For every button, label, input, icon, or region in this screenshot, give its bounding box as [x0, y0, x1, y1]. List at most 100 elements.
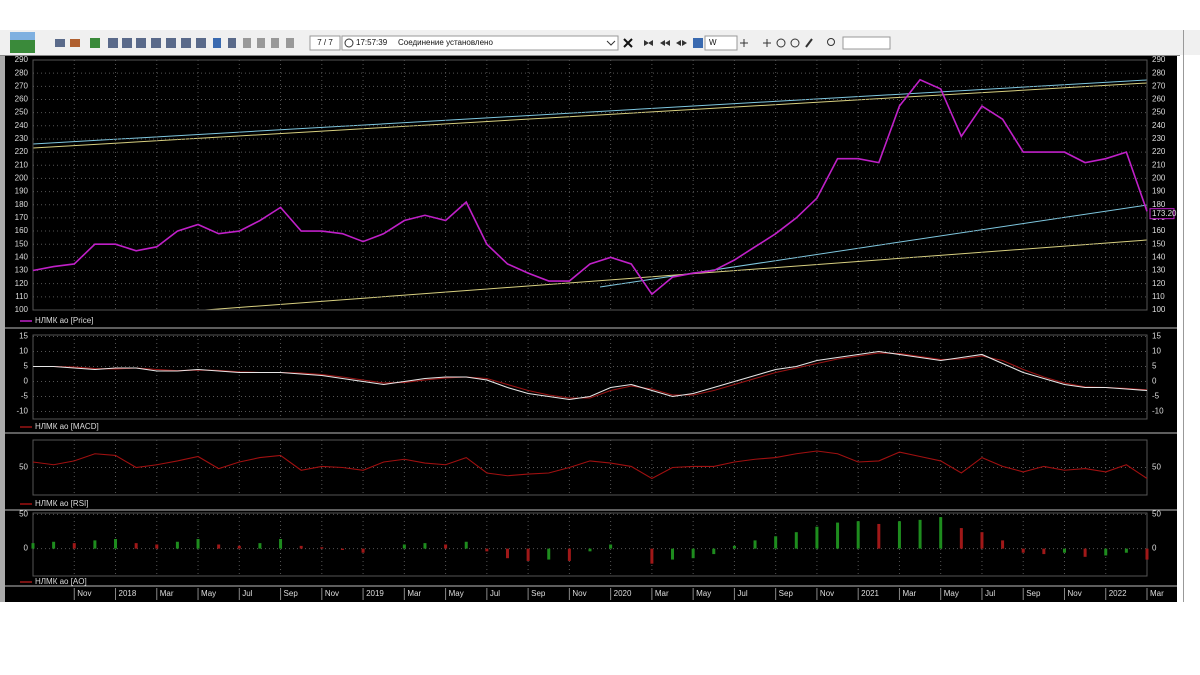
tool-icon[interactable]: [122, 38, 132, 48]
y-tick-label-left: 120: [15, 279, 29, 288]
ao-bar: [836, 522, 840, 549]
dropdown-arrow[interactable]: [606, 40, 616, 46]
ao-bar: [72, 543, 76, 549]
legend-label: НЛМК ао [AO]: [35, 577, 87, 586]
status-box[interactable]: [341, 35, 619, 51]
search-icon[interactable]: [827, 38, 835, 46]
y-tick-label-right: 280: [1152, 68, 1166, 77]
y-tick-label-right: 120: [1152, 279, 1166, 288]
y-tick-label-right: 190: [1152, 187, 1166, 196]
x-tick-label: Sep: [1026, 589, 1041, 598]
ao-bar: [959, 528, 963, 549]
tool-icon[interactable]: [271, 38, 279, 48]
right-border: [1183, 30, 1184, 602]
tool-icon[interactable]: [55, 39, 65, 47]
y-tick-label-right: 140: [1152, 252, 1166, 261]
ao-bar: [1001, 540, 1005, 549]
y-tick-label-left: 50: [19, 509, 28, 518]
y-tick-label-right: 130: [1152, 266, 1166, 275]
x-tick-label: Jul: [490, 589, 500, 598]
series-line: [33, 352, 1148, 399]
zoom-in-icon[interactable]: [776, 38, 786, 48]
ao-bar: [609, 544, 613, 549]
ao-bar: [1021, 548, 1025, 553]
ao-bar: [52, 541, 56, 549]
tool-icon[interactable]: [196, 38, 206, 48]
tool-icon[interactable]: [108, 38, 118, 48]
tool-icon[interactable]: [90, 38, 100, 48]
y-tick-label-left: 180: [15, 200, 29, 209]
ao-bar: [1062, 548, 1066, 553]
x-tick-label: Sep: [284, 589, 299, 598]
tool-icon[interactable]: [136, 38, 146, 48]
y-tick-label-right: 200: [1152, 174, 1166, 183]
y-tick-label-right: 50: [1152, 463, 1161, 472]
ao-bar: [526, 548, 530, 561]
zoom-out-icon[interactable]: [790, 38, 800, 48]
ao-bar: [175, 541, 179, 549]
series-line: [32, 450, 1148, 480]
ao-bar: [1083, 548, 1087, 557]
close-icon[interactable]: [623, 38, 633, 48]
status-time: 17:57:39: [356, 38, 388, 47]
tool-icon[interactable]: [257, 38, 265, 48]
chart-type-icon[interactable]: [693, 38, 703, 48]
panel-frame: [32, 334, 1148, 420]
y-tick-label-right: -10: [1152, 407, 1164, 416]
x-tick-label: Sep: [779, 589, 794, 598]
nav-icons[interactable]: [644, 40, 687, 46]
tool-icon[interactable]: [228, 38, 236, 48]
ao-bar: [1145, 548, 1149, 560]
last-price-label: 173.20: [1152, 209, 1177, 218]
ao-bar: [897, 521, 901, 549]
y-tick-label-right: 5: [1152, 362, 1157, 371]
tool-icon[interactable]: [181, 38, 191, 48]
status-text: Соединение установлено: [398, 38, 493, 47]
toolbar-items: 7 / 7 17:57:39 Соединение установлено W: [10, 32, 891, 53]
x-tick-label: Mar: [407, 589, 421, 598]
period-box[interactable]: [704, 35, 738, 51]
x-tick-label: 2021: [861, 589, 879, 598]
y-tick-label-left: 240: [15, 121, 29, 130]
ao-bar: [464, 541, 468, 549]
y-tick-label-left: 0: [24, 377, 29, 386]
search-field[interactable]: [842, 36, 891, 50]
ao-bar: [547, 548, 551, 560]
period: W: [709, 38, 717, 47]
y-tick-label-left: 190: [15, 187, 29, 196]
y-tick-label-right: 100: [1152, 305, 1166, 314]
y-tick-label-left: 130: [15, 266, 29, 275]
ao-bar: [93, 540, 97, 549]
tool-icon[interactable]: [151, 38, 161, 48]
ao-bar: [815, 526, 819, 549]
y-tick-label-left: 100: [15, 305, 29, 314]
y-tick-label-left: 210: [15, 160, 29, 169]
ao-bar: [918, 519, 922, 549]
tool-icon[interactable]: [213, 38, 221, 48]
tool-icon[interactable]: [166, 38, 176, 48]
left-strip: [0, 56, 5, 602]
y-tick-label-left: 150: [15, 239, 29, 248]
ruler-icon[interactable]: [805, 38, 813, 48]
y-tick-label-left: 220: [15, 147, 29, 156]
ao-bar: [1042, 548, 1046, 555]
trend-line: [204, 239, 1148, 311]
x-tick-label: 2022: [1109, 589, 1127, 598]
ao-bar: [279, 539, 283, 549]
ao-bar: [155, 544, 159, 549]
y-tick-label-right: 250: [1152, 108, 1166, 117]
y-tick-label-left: 280: [15, 68, 29, 77]
y-tick-label-left: 260: [15, 95, 29, 104]
legend-label: НЛМК ао [MACD]: [35, 422, 99, 431]
tool-icon[interactable]: [70, 39, 80, 47]
tool-icon[interactable]: [243, 38, 251, 48]
y-tick-label-right: 240: [1152, 121, 1166, 130]
ao-bar: [299, 545, 303, 549]
ao-bar: [712, 548, 716, 555]
tool-icon[interactable]: [286, 38, 294, 48]
crosshair-icons[interactable]: [740, 39, 771, 47]
counter-box[interactable]: [309, 35, 341, 51]
ao-bar: [114, 539, 118, 549]
